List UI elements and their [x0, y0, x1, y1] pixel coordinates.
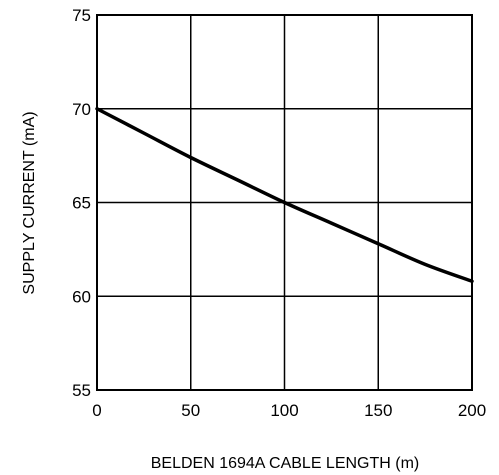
x-tick-labels: 0 50 100 150 200: [92, 401, 486, 420]
x-axis-label: BELDEN 1694A CABLE LENGTH (m): [151, 455, 420, 472]
x-tick-label: 200: [458, 401, 486, 420]
x-tick-label: 150: [364, 401, 392, 420]
x-tick-label: 0: [92, 401, 101, 420]
y-tick-label: 70: [72, 100, 91, 119]
series-layer: [95, 107, 474, 283]
x-tick-label: 50: [181, 401, 200, 420]
y-tick-label: 60: [72, 287, 91, 306]
y-tick-label: 75: [72, 6, 91, 25]
y-tick-label: 65: [72, 194, 91, 213]
y-tick-labels: 55 60 65 70 75: [72, 6, 91, 400]
y-axis-label: SUPPLY CURRENT (mA): [21, 111, 38, 294]
series-line-0: [95, 107, 474, 283]
x-tick-label: 100: [270, 401, 298, 420]
plot-frame: [96, 14, 473, 391]
y-tick-label: 55: [72, 381, 91, 400]
